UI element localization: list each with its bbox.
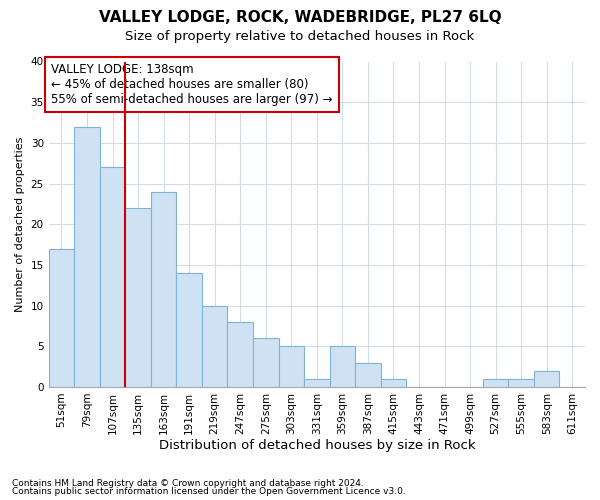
Bar bbox=[278, 346, 304, 387]
Text: Contains HM Land Registry data © Crown copyright and database right 2024.: Contains HM Land Registry data © Crown c… bbox=[12, 478, 364, 488]
Text: VALLEY LODGE, ROCK, WADEBRIDGE, PL27 6LQ: VALLEY LODGE, ROCK, WADEBRIDGE, PL27 6LQ bbox=[98, 10, 502, 25]
Bar bbox=[380, 379, 406, 387]
Bar bbox=[49, 248, 74, 387]
Text: Size of property relative to detached houses in Rock: Size of property relative to detached ho… bbox=[125, 30, 475, 43]
Bar bbox=[100, 168, 125, 387]
Bar bbox=[227, 322, 253, 387]
Text: VALLEY LODGE: 138sqm
← 45% of detached houses are smaller (80)
55% of semi-detac: VALLEY LODGE: 138sqm ← 45% of detached h… bbox=[52, 63, 333, 106]
X-axis label: Distribution of detached houses by size in Rock: Distribution of detached houses by size … bbox=[158, 440, 475, 452]
Bar bbox=[253, 338, 278, 387]
Bar bbox=[74, 126, 100, 387]
Bar bbox=[151, 192, 176, 387]
Bar bbox=[125, 208, 151, 387]
Bar bbox=[483, 379, 508, 387]
Bar bbox=[534, 370, 559, 387]
Bar bbox=[176, 273, 202, 387]
Bar bbox=[329, 346, 355, 387]
Bar bbox=[202, 306, 227, 387]
Bar bbox=[508, 379, 534, 387]
Text: Contains public sector information licensed under the Open Government Licence v3: Contains public sector information licen… bbox=[12, 487, 406, 496]
Bar bbox=[304, 379, 329, 387]
Bar bbox=[355, 362, 380, 387]
Y-axis label: Number of detached properties: Number of detached properties bbox=[15, 136, 25, 312]
